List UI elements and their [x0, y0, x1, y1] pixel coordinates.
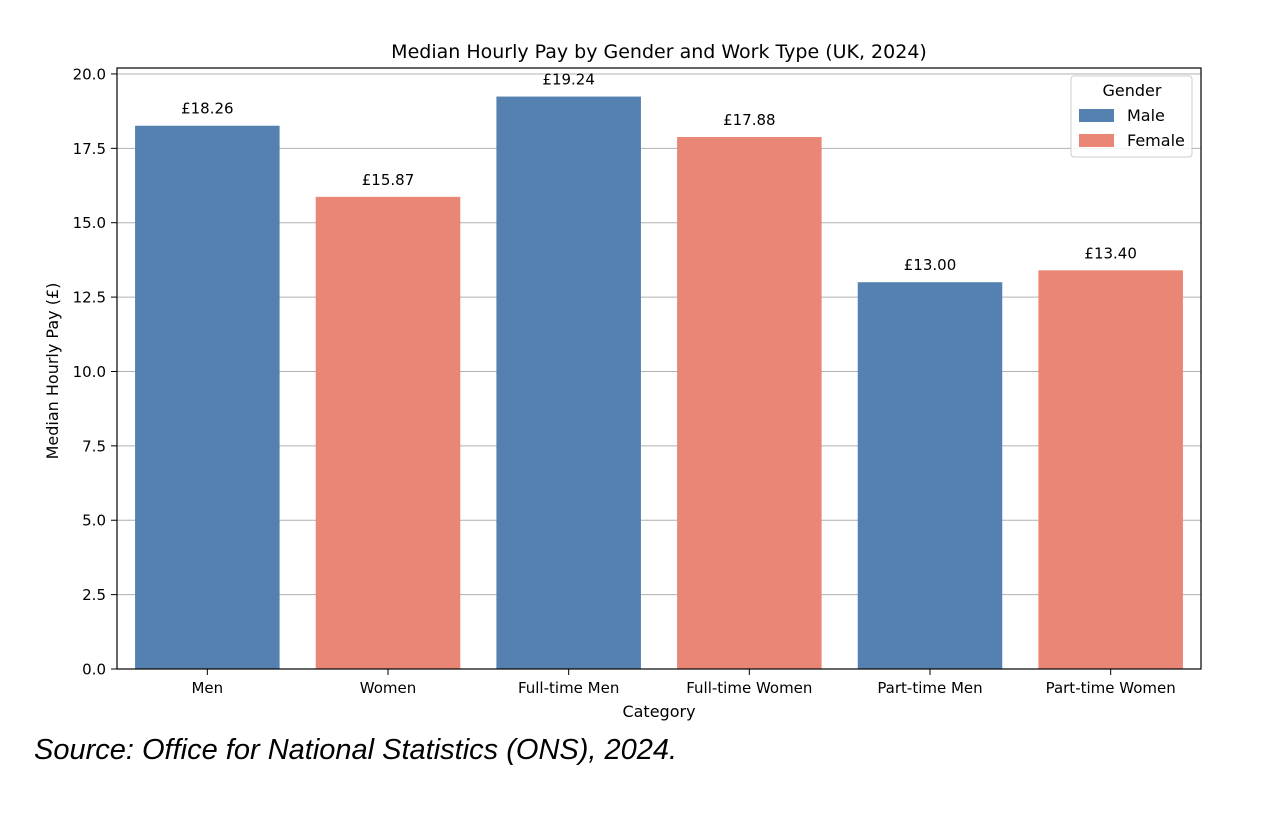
source-note: Source: Office for National Statistics (… — [34, 734, 678, 766]
y-tick-label: 17.5 — [73, 140, 106, 158]
bar-value-label: £15.87 — [362, 171, 415, 189]
bar-value-label: £18.26 — [181, 100, 234, 118]
x-tick-label: Full-time Men — [518, 679, 619, 697]
legend-swatch-male — [1079, 109, 1114, 122]
legend-title: Gender — [1103, 81, 1162, 100]
y-tick-label: 2.5 — [82, 586, 106, 604]
y-tick-label: 5.0 — [82, 512, 106, 530]
x-tick-label: Full-time Women — [686, 679, 812, 697]
bar-value-labels: £18.26 £15.87 £19.24 £17.88 £13.00 £13.40 — [181, 71, 1137, 275]
gridlines — [117, 73, 1201, 670]
legend-label-male: Male — [1127, 106, 1165, 125]
bar — [1038, 270, 1183, 669]
bar — [315, 196, 461, 669]
x-tick-label: Men — [191, 679, 223, 697]
y-tick-label: 20.0 — [73, 65, 106, 83]
legend-swatch-female — [1079, 134, 1114, 147]
bar — [677, 137, 822, 669]
bar — [496, 96, 641, 669]
y-tick-label: 7.5 — [82, 437, 106, 455]
x-tick-label: Part-time Men — [877, 679, 982, 697]
bars — [135, 96, 1183, 670]
y-axis: 0.0 2.5 5.0 7.5 10.0 12.5 15.0 17.5 20.0 — [73, 65, 117, 679]
x-axis: Men Women Full-time Men Full-time Women Part… — [191, 669, 1176, 697]
x-axis-label: Category — [622, 702, 695, 721]
y-axis-label: Median Hourly Pay (£) — [43, 283, 62, 460]
y-tick-label: 15.0 — [73, 214, 106, 232]
bar-value-label: £19.24 — [542, 71, 595, 89]
bar — [857, 282, 1003, 669]
legend-label-female: Female — [1127, 131, 1185, 150]
y-tick-label: 0.0 — [82, 661, 106, 679]
x-tick-label: Women — [360, 679, 416, 697]
bar-value-label: £17.88 — [723, 111, 776, 129]
x-tick-label: Part-time Women — [1046, 679, 1176, 697]
plot-frame — [116, 67, 1202, 670]
bar — [135, 125, 280, 670]
bar-value-label: £13.40 — [1084, 244, 1137, 262]
legend: Gender Male Female — [1070, 75, 1193, 158]
bar-value-label: £13.00 — [904, 256, 957, 274]
y-tick-label: 12.5 — [73, 289, 106, 307]
y-tick-label: 10.0 — [73, 363, 106, 381]
chart-title: Median Hourly Pay by Gender and Work Typ… — [391, 41, 927, 63]
bar-chart: Median Hourly Pay by Gender and Work Typ… — [43, 41, 1202, 721]
